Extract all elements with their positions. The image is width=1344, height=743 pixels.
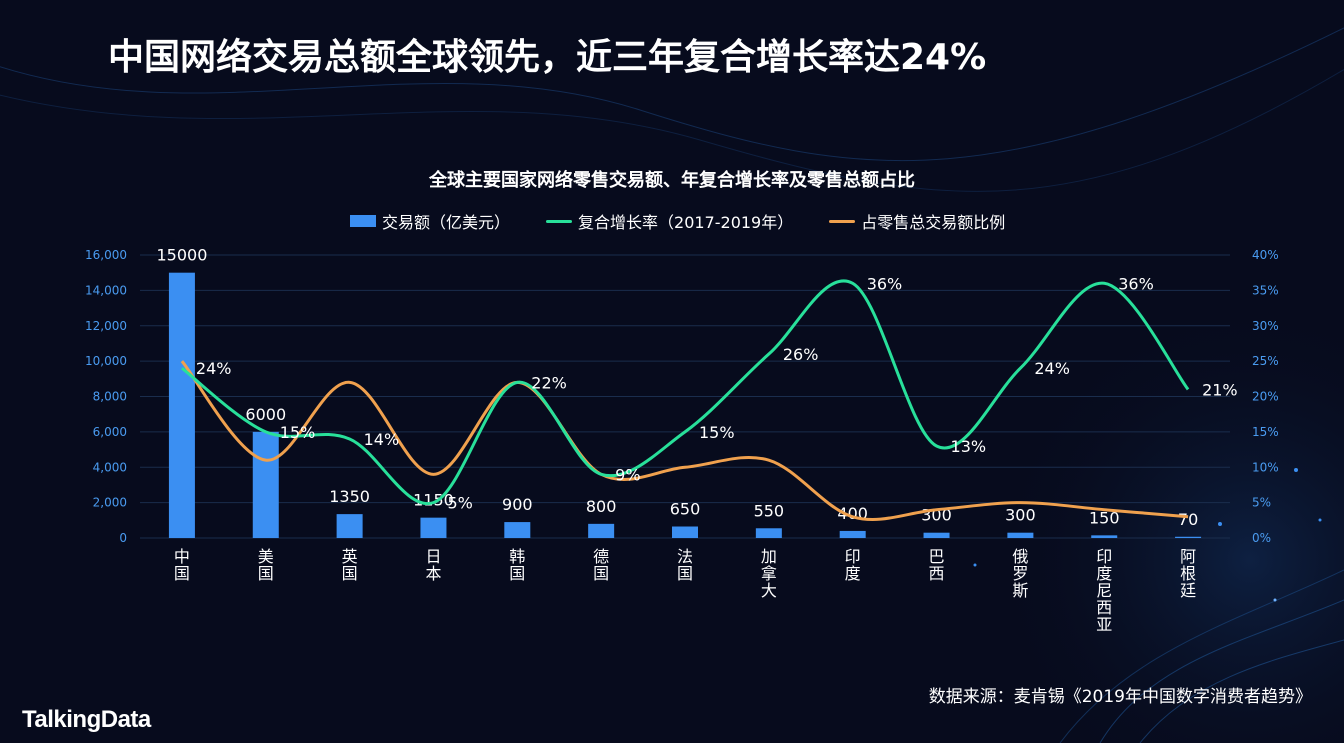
chart-title: 全球主要国家网络零售交易额、年复合增长率及零售总额占比 xyxy=(429,170,915,191)
x-tick-label: 阿根廷 xyxy=(1180,547,1196,600)
y-right-tick-label: 5% xyxy=(1252,496,1271,510)
data-source: 数据来源：麦肯锡《2019年中国数字消费者趋势》 xyxy=(928,687,1312,707)
growth-value-label: 9% xyxy=(615,465,640,484)
y-left-tick-label: 8,000 xyxy=(93,390,127,404)
y-right-tick-label: 15% xyxy=(1252,425,1279,439)
y-left-tick-label: 10,000 xyxy=(85,354,127,368)
page-title: 中国网络交易总额全球领先，近三年复合增长率达24% xyxy=(108,37,987,78)
bar-value-label: 800 xyxy=(586,497,617,516)
brand-logo: TalkingData xyxy=(22,706,151,733)
legend-swatch-bar xyxy=(350,215,376,227)
y-left-tick-label: 14,000 xyxy=(85,283,127,297)
legend-item-share[interactable]: 占零售总交易额比例 xyxy=(829,209,1005,233)
x-tick-label: 英国 xyxy=(342,547,358,583)
bar xyxy=(504,522,531,538)
legend-item-bar[interactable]: 交易额（亿美元） xyxy=(350,209,510,233)
bar xyxy=(923,532,950,538)
y-right-tick-label: 0% xyxy=(1252,531,1271,545)
bar-value-label: 650 xyxy=(670,500,701,519)
growth-value-label: 24% xyxy=(196,359,232,378)
y-right-tick-label: 25% xyxy=(1252,354,1279,368)
y-left-tick-label: 12,000 xyxy=(85,319,127,333)
growth-value-label: 36% xyxy=(867,274,903,293)
legend-label-bar: 交易额（亿美元） xyxy=(382,213,511,232)
x-tick-label: 俄罗斯 xyxy=(1012,547,1028,600)
growth-line xyxy=(181,279,1190,506)
bar-value-label: 150 xyxy=(1089,508,1120,527)
share-line xyxy=(180,360,1189,521)
bar-value-label: 70 xyxy=(1178,510,1198,529)
y-left-tick-label: 2,000 xyxy=(93,496,127,510)
y-left-tick-label: 6,000 xyxy=(93,425,127,439)
bar xyxy=(336,514,363,538)
y-left-tick-label: 4,000 xyxy=(93,460,127,474)
y-right-tick-label: 20% xyxy=(1252,390,1279,404)
y-left-tick-label: 16,000 xyxy=(85,248,127,262)
bar xyxy=(1091,535,1118,538)
growth-value-label: 22% xyxy=(531,373,567,392)
growth-value-label: 21% xyxy=(1202,380,1238,399)
growth-value-label: 26% xyxy=(783,345,819,364)
bar xyxy=(839,530,866,538)
x-tick-label: 加拿大 xyxy=(761,547,777,600)
bar xyxy=(168,272,195,538)
x-tick-label: 韩国 xyxy=(509,547,525,583)
legend-swatch-share xyxy=(829,219,856,223)
x-tick-label: 印度尼西亚 xyxy=(1096,547,1112,634)
x-tick-label: 巴西 xyxy=(929,547,945,583)
growth-value-label: 14% xyxy=(364,430,400,449)
growth-value-label: 36% xyxy=(1118,274,1154,293)
bar-value-label: 550 xyxy=(754,501,785,520)
y-right-tick-label: 10% xyxy=(1252,460,1279,474)
x-tick-label: 印度 xyxy=(845,547,861,583)
bar-value-label: 300 xyxy=(1005,506,1036,525)
x-tick-label: 法国 xyxy=(677,547,693,583)
x-tick-label: 德国 xyxy=(593,547,609,583)
legend-label-share: 占零售总交易额比例 xyxy=(861,213,1006,232)
bar xyxy=(252,431,279,538)
bar-value-label: 900 xyxy=(502,495,533,514)
growth-value-label: 15% xyxy=(280,423,316,442)
x-tick-label: 美国 xyxy=(258,547,274,583)
bar xyxy=(1007,532,1034,538)
bar xyxy=(588,523,615,538)
legend-swatch-growth xyxy=(546,219,573,223)
bar-value-label: 15000 xyxy=(156,246,207,265)
bar-value-label: 1350 xyxy=(329,487,370,506)
y-right-tick-label: 35% xyxy=(1252,283,1279,297)
y-right-tick-label: 30% xyxy=(1252,319,1279,333)
bar xyxy=(672,526,698,538)
bar xyxy=(755,528,782,538)
y-left-tick-label: 0 xyxy=(119,531,127,545)
bar-value-label: 6000 xyxy=(245,405,286,424)
growth-value-label: 15% xyxy=(699,423,735,442)
chart-legend: 交易额（亿美元） 复合增长率（2017-2019年） 占零售总交易额比例 xyxy=(350,210,1041,232)
growth-value-label: 24% xyxy=(1034,359,1070,378)
bar xyxy=(1175,536,1202,538)
growth-value-label: 5% xyxy=(447,494,472,513)
x-tick-label: 日本 xyxy=(425,547,441,583)
x-tick-label: 中国 xyxy=(174,547,190,583)
legend-label-growth: 复合增长率（2017-2019年） xyxy=(578,213,794,232)
growth-value-label: 13% xyxy=(951,437,987,456)
bar xyxy=(420,517,447,538)
legend-item-growth[interactable]: 复合增长率（2017-2019年） xyxy=(546,209,793,233)
y-right-tick-label: 40% xyxy=(1252,248,1279,262)
